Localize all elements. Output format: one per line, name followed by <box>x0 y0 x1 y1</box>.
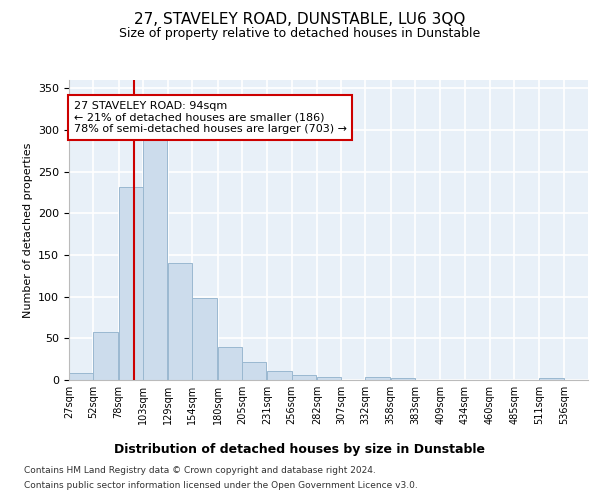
Bar <box>69 374 93 380</box>
Bar <box>119 186 143 380</box>
Text: Contains public sector information licensed under the Open Government Licence v3: Contains public sector information licen… <box>24 481 418 490</box>
Bar <box>193 298 217 380</box>
Bar <box>292 375 316 380</box>
Bar <box>539 378 564 380</box>
Bar <box>143 140 167 380</box>
Bar <box>365 376 390 380</box>
Bar <box>168 262 193 380</box>
Y-axis label: Number of detached properties: Number of detached properties <box>23 142 32 318</box>
Text: Distribution of detached houses by size in Dunstable: Distribution of detached houses by size … <box>115 442 485 456</box>
Bar <box>317 376 341 380</box>
Bar <box>267 371 292 380</box>
Text: 27, STAVELEY ROAD, DUNSTABLE, LU6 3QQ: 27, STAVELEY ROAD, DUNSTABLE, LU6 3QQ <box>134 12 466 28</box>
Bar <box>93 332 118 380</box>
Text: Contains HM Land Registry data © Crown copyright and database right 2024.: Contains HM Land Registry data © Crown c… <box>24 466 376 475</box>
Bar <box>391 378 415 380</box>
Bar <box>242 362 266 380</box>
Text: 27 STAVELEY ROAD: 94sqm
← 21% of detached houses are smaller (186)
78% of semi-d: 27 STAVELEY ROAD: 94sqm ← 21% of detache… <box>74 101 347 134</box>
Text: Size of property relative to detached houses in Dunstable: Size of property relative to detached ho… <box>119 28 481 40</box>
Bar <box>218 346 242 380</box>
